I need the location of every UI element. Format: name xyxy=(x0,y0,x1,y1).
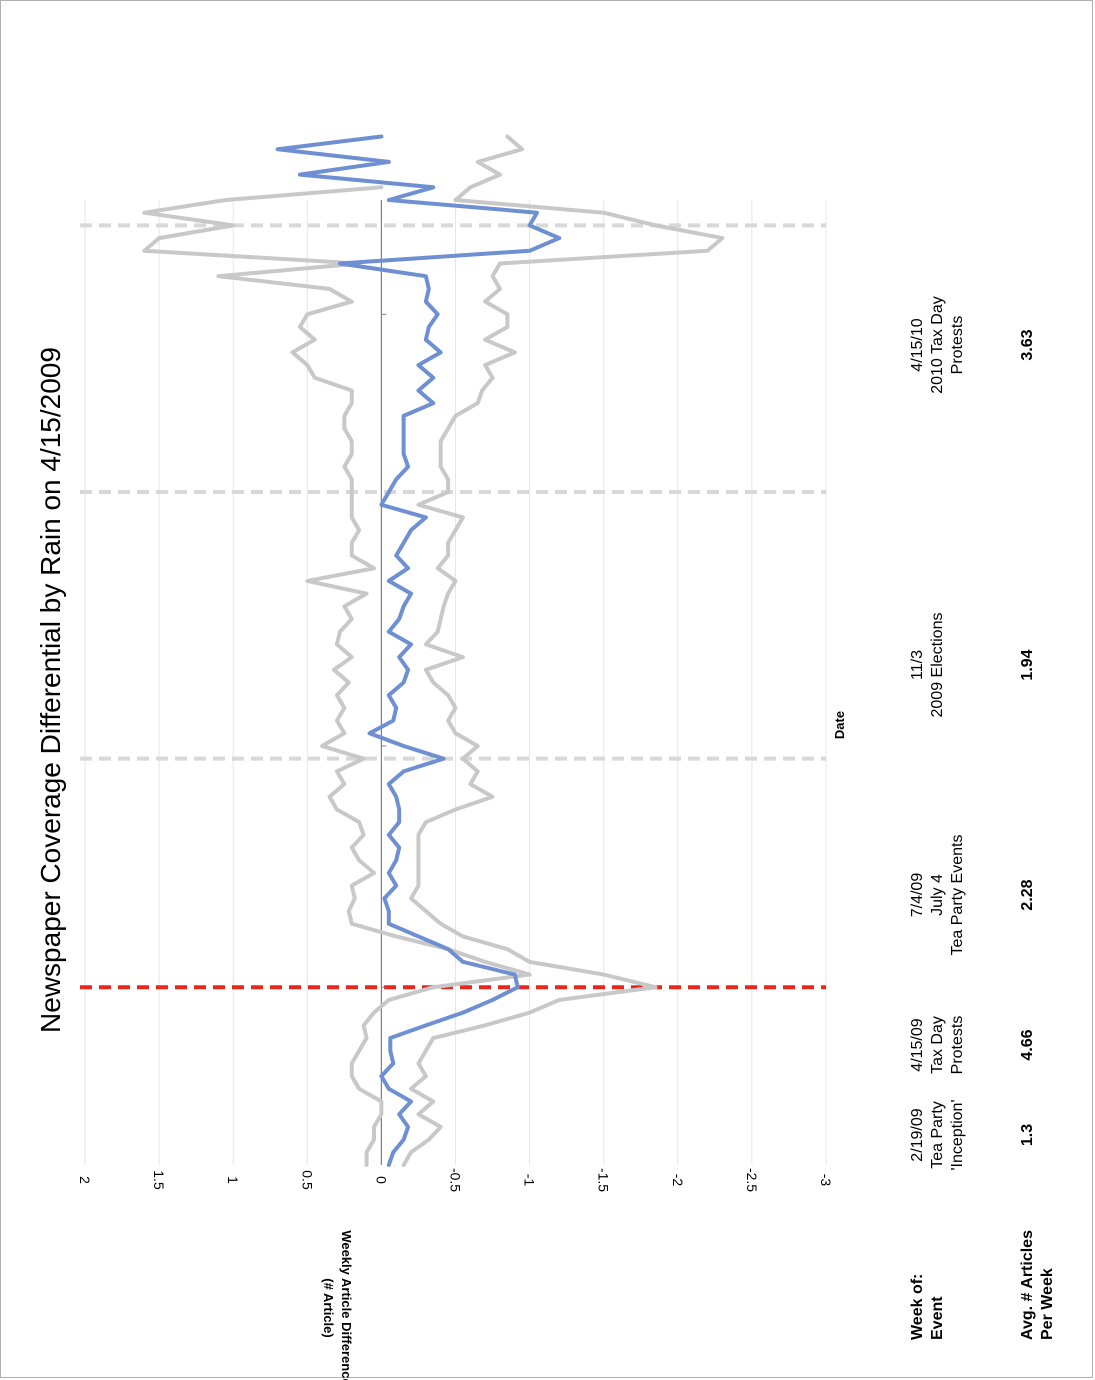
event-row-label: Event xyxy=(929,1296,946,1340)
event-avg-articles: 2.28 xyxy=(1019,879,1036,910)
y-tick-label: 1 xyxy=(225,1176,241,1184)
event-name: Tea Party xyxy=(929,1101,946,1169)
event-avg-articles: 1.3 xyxy=(1019,1124,1036,1146)
y-axis-label-line-2: (# Article) xyxy=(321,1278,336,1337)
event-name: July 4 xyxy=(929,874,946,916)
event-name: Tea Party Events xyxy=(949,835,966,956)
y-tick-label: 2 xyxy=(77,1176,93,1184)
y-tick-label: 0.5 xyxy=(299,1170,315,1190)
event-name: 'Inception' xyxy=(949,1099,966,1170)
event-name: Protests xyxy=(949,1016,966,1075)
y-tick-label: -1 xyxy=(522,1174,538,1187)
event-week-of: 2/19/09 xyxy=(909,1108,926,1161)
event-name: Tax Day xyxy=(929,1016,946,1074)
event-week-of: 4/15/10 xyxy=(909,318,926,371)
upper-bound-line xyxy=(142,185,532,1167)
series-lines xyxy=(142,134,725,1167)
event-name: 2010 Tax Day xyxy=(929,296,946,394)
y-tick-label: -1.5 xyxy=(596,1168,612,1192)
y-tick-label: -3 xyxy=(818,1174,834,1187)
avg-articles-row-label-2: Per Week xyxy=(1039,1268,1056,1340)
y-tick-label: 0 xyxy=(373,1176,389,1184)
y-axis-label-line-1: Weekly Article Difference xyxy=(339,1230,354,1380)
event-avg-articles: 1.94 xyxy=(1019,649,1036,680)
event-avg-articles: 4.66 xyxy=(1019,1029,1036,1060)
gridlines xyxy=(84,200,827,1165)
event-week-of: 7/4/09 xyxy=(909,873,926,918)
lower-bound-line xyxy=(401,134,725,1167)
y-axis-tick-labels: 2 1.5 1 0.5 0 -0.5 -1 -1.5 -2 -2.5 -3 xyxy=(77,1168,834,1192)
y-tick-label: 1.5 xyxy=(151,1170,167,1190)
event-avg-articles: 3.63 xyxy=(1019,329,1036,360)
y-tick-label: -0.5 xyxy=(448,1168,464,1192)
estimate-line xyxy=(275,134,562,1167)
x-axis-ticks xyxy=(381,313,387,988)
y-tick-label: -2 xyxy=(670,1174,686,1187)
x-axis-label: Date xyxy=(832,711,847,739)
y-tick-label: -2.5 xyxy=(744,1168,760,1192)
chart-title: Newspaper Coverage Differential by Rain … xyxy=(35,347,66,1033)
avg-articles-row-label: Avg. # Articles xyxy=(1019,1230,1036,1340)
event-week-of: 4/15/09 xyxy=(909,1018,926,1071)
y-axis-label: Weekly Article Difference (# Article) xyxy=(321,1230,354,1380)
week-of-row-label: Week of: xyxy=(909,1274,926,1340)
event-name: Protests xyxy=(949,316,966,375)
event-info-table: Week of: Event Avg. # Articles Per Week 2/19… xyxy=(909,296,1056,1340)
event-week-of: 11/3 xyxy=(909,650,926,680)
event-name: 2009 Elections xyxy=(929,613,946,718)
event-marker-lines xyxy=(80,223,826,990)
